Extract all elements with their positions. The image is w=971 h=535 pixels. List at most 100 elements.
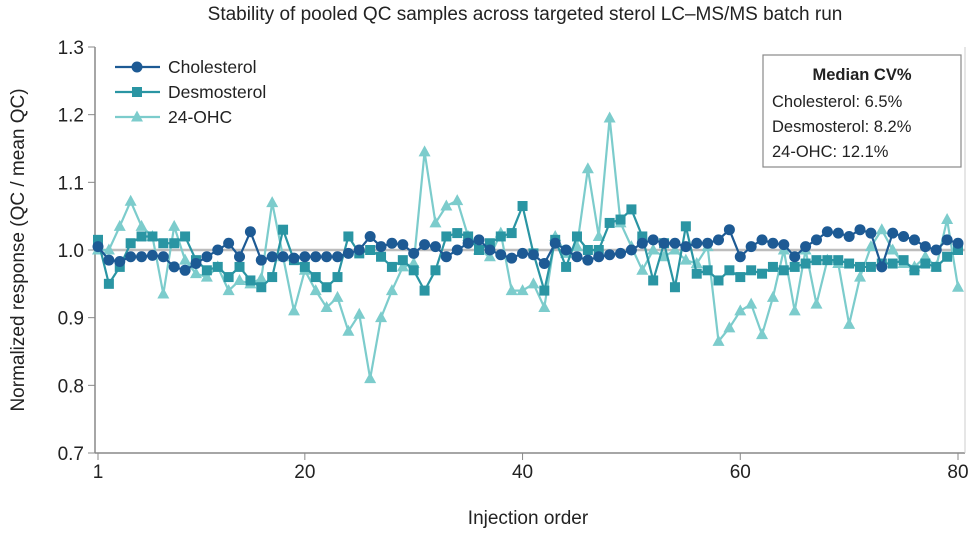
desmosterol-point [267, 272, 278, 283]
24-ohc-point [266, 196, 279, 208]
24-ohc-point [157, 287, 170, 299]
x-tick-label: 40 [512, 462, 533, 483]
24-ohc-point [581, 162, 594, 174]
24-ohc-point [255, 271, 268, 283]
desmosterol-point [822, 255, 833, 266]
24-ohc-point [440, 199, 453, 211]
cholesterol-point [234, 251, 246, 263]
desmosterol-point [234, 261, 245, 272]
24-ohc-point [843, 317, 856, 329]
cholesterol-point [331, 251, 343, 263]
y-axis-label: Normalized response (QC / mean QC) [8, 88, 29, 411]
cholesterol-point [212, 244, 224, 256]
desmosterol-point [626, 204, 637, 215]
desmosterol-point [365, 245, 376, 255]
y-tick-label: 1.1 [58, 173, 84, 194]
cholesterol-point [691, 237, 703, 249]
x-tick-label: 1 [93, 462, 104, 483]
desmosterol-point [103, 278, 114, 289]
24-ohc-point [505, 284, 518, 296]
desmosterol-point [571, 231, 582, 242]
x-axis-label: Injection order [468, 508, 589, 529]
24-ohc-point [875, 223, 888, 235]
median-cv-title: Median CV% [812, 66, 911, 84]
cholesterol-point [854, 224, 866, 236]
cholesterol-point [342, 247, 354, 259]
24-ohc-point [516, 284, 529, 296]
cholesterol-point [408, 247, 420, 259]
cholesterol-point [745, 241, 757, 253]
y-tick-label: 0.8 [58, 376, 84, 397]
cholesterol-point [375, 241, 387, 253]
24-ohc-point [233, 273, 246, 285]
desmosterol-point [931, 261, 942, 272]
cholesterol-point [843, 230, 855, 242]
desmosterol-point [245, 275, 256, 286]
cholesterol-point [495, 249, 507, 261]
cholesterol-point [876, 261, 888, 273]
cholesterol-point [604, 249, 616, 261]
desmosterol-point [463, 231, 474, 242]
cholesterol-point [364, 230, 376, 242]
24-ohc-point [636, 263, 649, 275]
cholesterol-point [517, 247, 529, 259]
median-cv-desmosterol: Desmosterol: 8.2% [772, 118, 912, 136]
desmosterol-point [441, 231, 452, 242]
desmosterol-point [539, 285, 550, 296]
24-ohc-point [407, 257, 420, 269]
desmosterol-point [855, 261, 866, 272]
cholesterol-point [680, 241, 692, 253]
desmosterol-point [735, 272, 746, 283]
cholesterol-point [723, 224, 735, 236]
cholesterol-point [865, 227, 877, 239]
24-ohc-point [179, 253, 192, 265]
cholesterol-point [810, 234, 822, 246]
24-ohc-point [527, 277, 540, 289]
legend-label: Cholesterol [168, 57, 257, 77]
24-ohc-point [603, 111, 616, 123]
desmosterol-point [767, 261, 778, 272]
desmosterol-point [833, 255, 844, 266]
24-ohc-point [712, 334, 725, 346]
cholesterol-point [625, 244, 637, 256]
cholesterol-point [898, 230, 910, 242]
cholesterol-point [538, 258, 550, 270]
cholesterol-point [549, 237, 561, 249]
median-cv-box: Median CV% Cholesterol: 6.5% Desmosterol… [762, 54, 962, 168]
legend: Cholesterol Desmosterol 24-OHC [115, 57, 266, 127]
24-ohc-point [864, 240, 877, 252]
desmosterol-point [299, 261, 310, 272]
desmosterol-point [898, 255, 909, 266]
desmosterol-point [93, 234, 103, 245]
cholesterol-point [201, 251, 213, 263]
24-ohc-point [375, 311, 388, 323]
desmosterol-point [517, 201, 528, 212]
24-ohc-point [745, 297, 758, 309]
y-tick-label: 1.2 [58, 106, 84, 127]
24-ohc-point [102, 243, 115, 255]
cholesterol-point [451, 244, 463, 256]
cholesterol-point [255, 254, 267, 266]
desmosterol-point [811, 255, 822, 266]
cholesterol-point [190, 258, 202, 270]
24-ohc-point [320, 301, 333, 313]
cholesterol-point [277, 251, 289, 263]
24-ohc-point [222, 284, 235, 296]
desmosterol-point [724, 265, 735, 276]
cholesterol-point [168, 261, 180, 273]
desmosterol-point [702, 265, 713, 276]
y-tick-label: 0.9 [58, 309, 84, 330]
y-tick-label: 1.0 [58, 241, 84, 262]
cholesterol-point [125, 251, 137, 263]
desmosterol-point [180, 231, 191, 242]
cholesterol-point [179, 264, 191, 276]
24-ohc-point [168, 219, 181, 231]
24-ohc-point [668, 243, 681, 255]
desmosterol-point [615, 214, 626, 225]
cholesterol-point [800, 241, 812, 253]
cholesterol-point [887, 227, 899, 239]
desmosterol-point [474, 245, 485, 255]
24-ohc-point [124, 194, 137, 206]
cholesterol-point [103, 254, 115, 266]
cholesterol-point [429, 241, 441, 253]
